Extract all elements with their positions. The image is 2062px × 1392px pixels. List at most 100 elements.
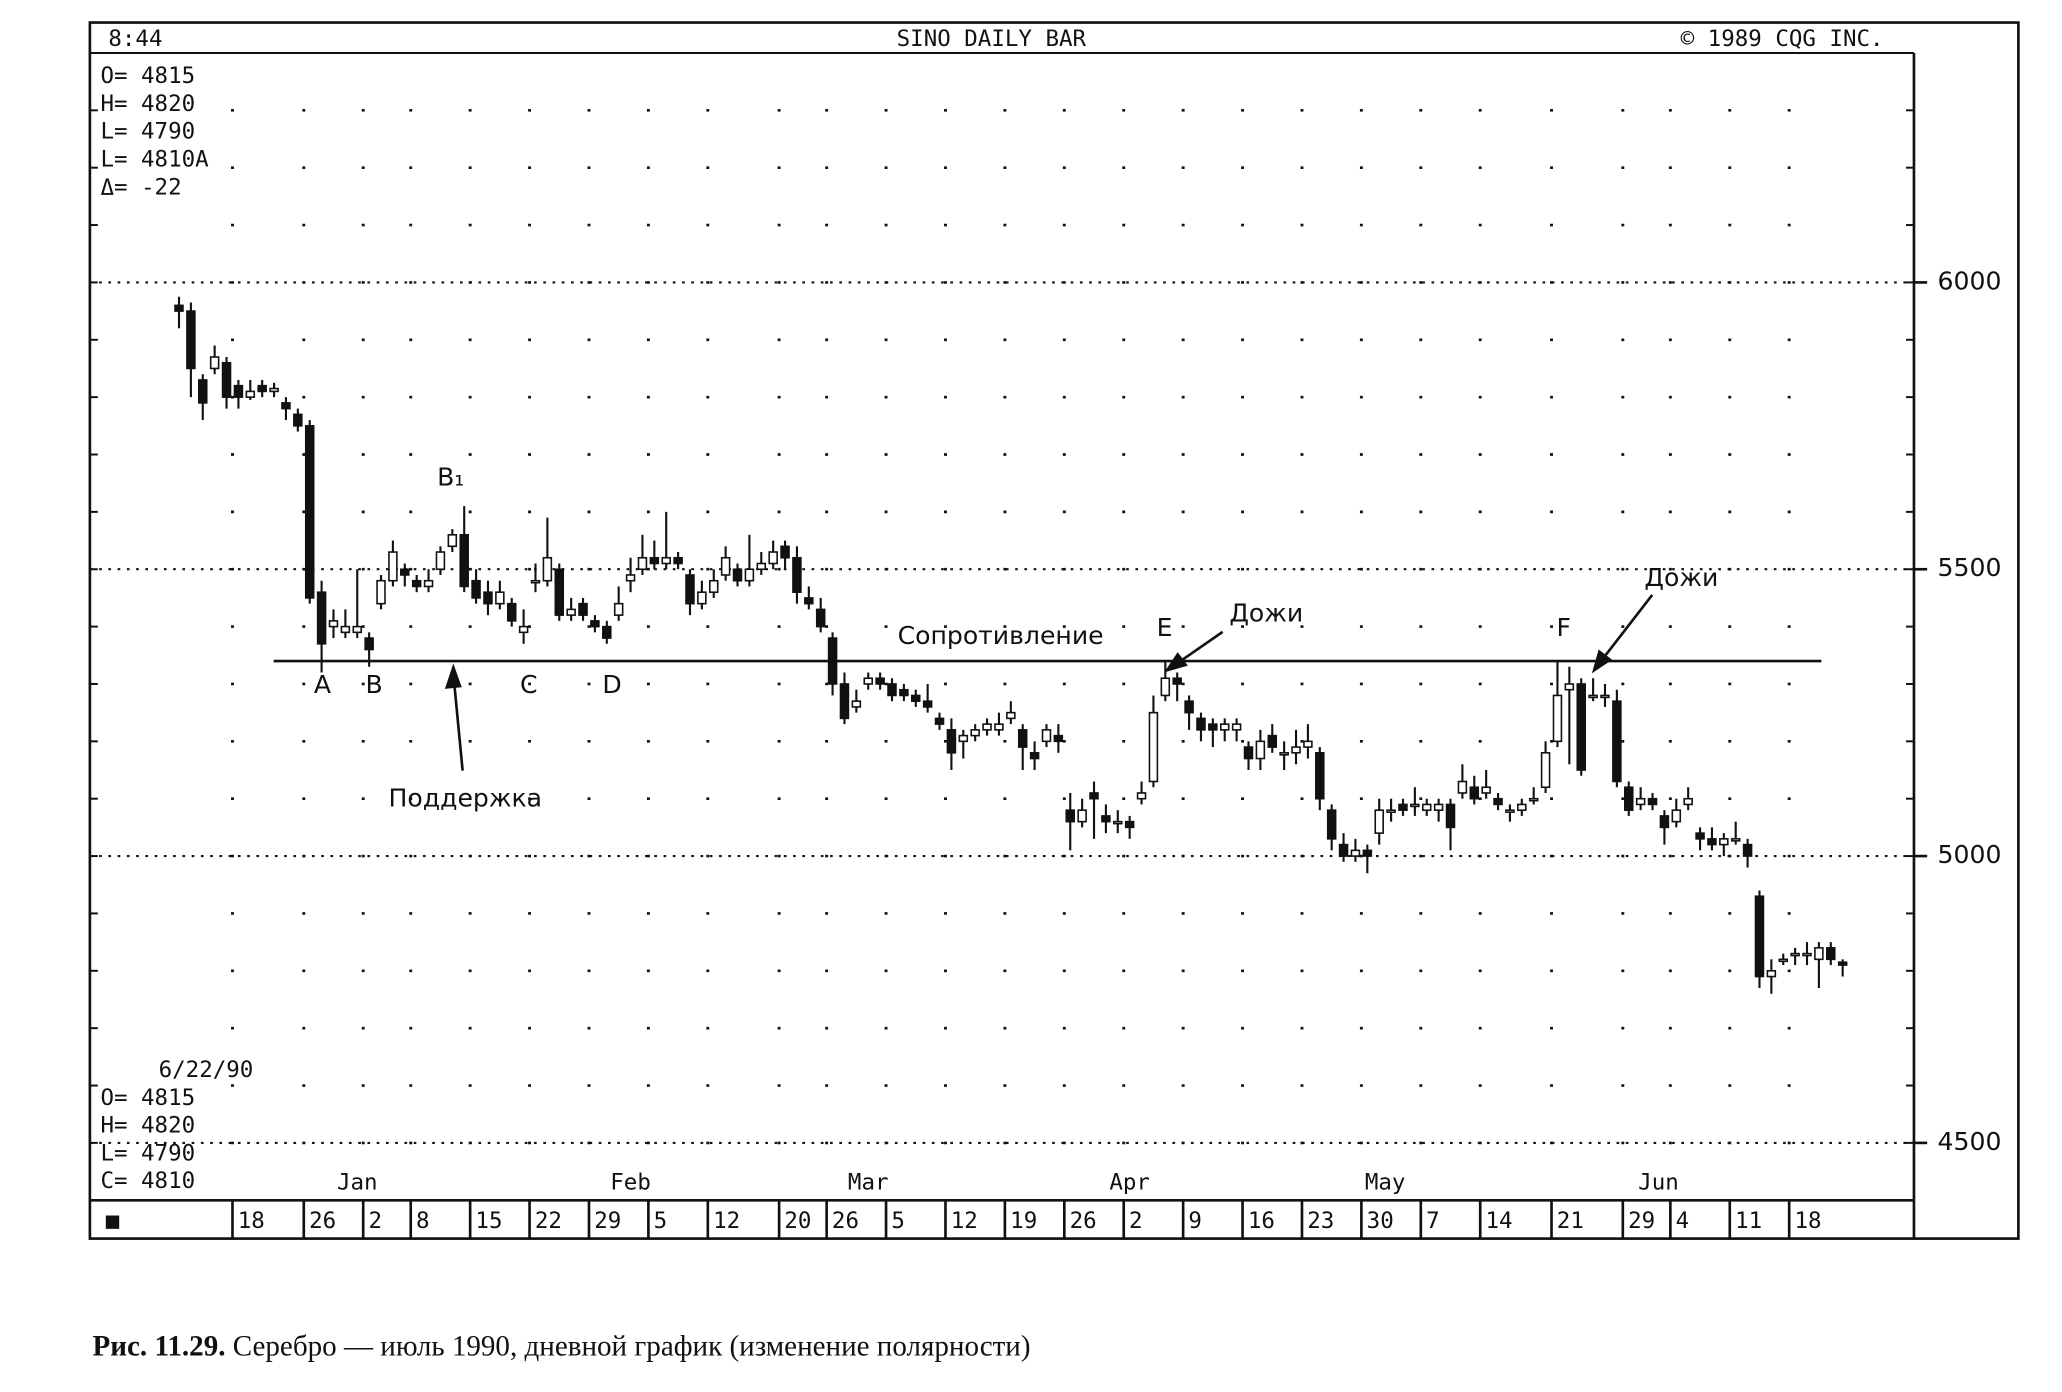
candle-body	[1647, 797, 1658, 806]
candle-body	[673, 556, 683, 565]
candle-body	[352, 625, 363, 634]
candle-body	[982, 723, 992, 731]
candle-body	[1624, 786, 1634, 811]
candle-body	[1552, 694, 1563, 743]
candle-body	[1457, 780, 1468, 794]
candle-body	[1196, 717, 1206, 731]
x-tick-label: 29	[1628, 1208, 1655, 1234]
candle-body	[506, 602, 517, 622]
candle-body	[1362, 849, 1373, 857]
x-tick-label: 20	[784, 1208, 811, 1234]
candle-body	[1576, 683, 1586, 771]
candle-body	[566, 608, 576, 616]
candle-body	[708, 579, 719, 593]
info-bottom: O= 4815	[100, 1085, 195, 1111]
candle-body	[1790, 952, 1800, 957]
candle-body	[554, 568, 565, 616]
candle-body	[1766, 970, 1777, 978]
candle-body	[257, 384, 267, 393]
candle-body	[1303, 740, 1313, 748]
candle-body	[1469, 786, 1480, 800]
candle-body	[1053, 734, 1064, 743]
candle-body	[1326, 809, 1337, 840]
candle-body	[839, 683, 850, 720]
candle-body	[922, 700, 933, 708]
x-tick-label: 9	[1188, 1208, 1202, 1234]
candle-body	[899, 688, 909, 697]
candle-body	[1754, 895, 1765, 978]
candle-body	[376, 579, 386, 605]
candle-body	[530, 579, 541, 584]
candle-body	[495, 591, 505, 605]
candle-body	[1267, 734, 1278, 748]
candle-body	[1481, 786, 1491, 794]
candle-body	[316, 591, 327, 645]
candle-body	[364, 637, 374, 651]
candle-body	[768, 551, 778, 565]
candle-body	[411, 579, 422, 588]
candle-body	[1398, 803, 1408, 811]
month-label: May	[1365, 1170, 1406, 1196]
candle-body	[1243, 746, 1254, 760]
candle-body	[1386, 809, 1396, 813]
candle-body	[1837, 961, 1848, 966]
candle-body	[578, 602, 588, 616]
candle-body	[1600, 694, 1610, 699]
candle-body	[1338, 843, 1349, 857]
candle-body	[1101, 815, 1111, 823]
x-tick-label: 30	[1367, 1208, 1394, 1234]
candle-body	[1683, 797, 1693, 806]
caption: Рис. 11.29. Серебро — июль 1990, дневной…	[93, 1330, 1031, 1362]
candle-body	[1077, 809, 1087, 823]
candle-body	[1540, 752, 1551, 789]
x-tick-label: 22	[535, 1208, 562, 1234]
candle-body	[1445, 803, 1456, 829]
candle-body	[471, 579, 481, 599]
candle-body	[602, 625, 612, 639]
candle-body	[1374, 809, 1384, 834]
candle-body	[1279, 752, 1289, 756]
info-bottom: 6/22/90	[159, 1057, 254, 1083]
candle-body	[720, 556, 731, 576]
month-label: Mar	[848, 1170, 889, 1196]
annotation: B₁	[437, 463, 464, 492]
candle-body	[863, 677, 873, 685]
candle-body	[792, 556, 802, 593]
info-bottom: L= 4790	[100, 1141, 195, 1167]
candle-body	[1231, 723, 1242, 731]
candle-body	[1742, 843, 1753, 857]
candle-body	[911, 694, 921, 702]
x-tick-label: 5	[891, 1208, 905, 1234]
candle-body	[1017, 729, 1028, 748]
annotation: B	[365, 670, 382, 699]
candle-body	[1826, 947, 1836, 961]
candle-body	[328, 620, 339, 628]
candle-body	[1160, 677, 1171, 697]
candle-body	[1493, 797, 1503, 806]
x-tick-label: 19	[1010, 1208, 1037, 1234]
x-tick-label: 18	[1794, 1208, 1821, 1234]
candle-body	[1659, 815, 1670, 829]
x-tick-label: 23	[1307, 1208, 1334, 1234]
x-tick-label: 2	[368, 1208, 382, 1234]
candle-body	[1208, 723, 1218, 731]
candle-body	[1433, 803, 1444, 811]
candle-body	[1029, 752, 1040, 760]
month-label: Feb	[610, 1170, 651, 1196]
candle-body	[970, 729, 980, 737]
candle-body	[447, 534, 458, 548]
candle-body	[590, 620, 600, 628]
x-tick-label: 2	[1129, 1208, 1143, 1234]
candle-body	[1148, 711, 1159, 783]
x-tick-label: 15	[475, 1208, 502, 1234]
info-top: Δ= -22	[100, 174, 181, 200]
month-label: Jun	[1638, 1170, 1679, 1196]
info-bottom: H= 4820	[100, 1113, 195, 1139]
x-tick-label: 26	[1070, 1208, 1097, 1234]
candle-body	[1564, 683, 1575, 691]
candle-body	[1350, 849, 1361, 857]
x-tick-label: 26	[309, 1208, 336, 1234]
candle-body	[780, 545, 790, 559]
doji-arrow	[1597, 594, 1654, 666]
